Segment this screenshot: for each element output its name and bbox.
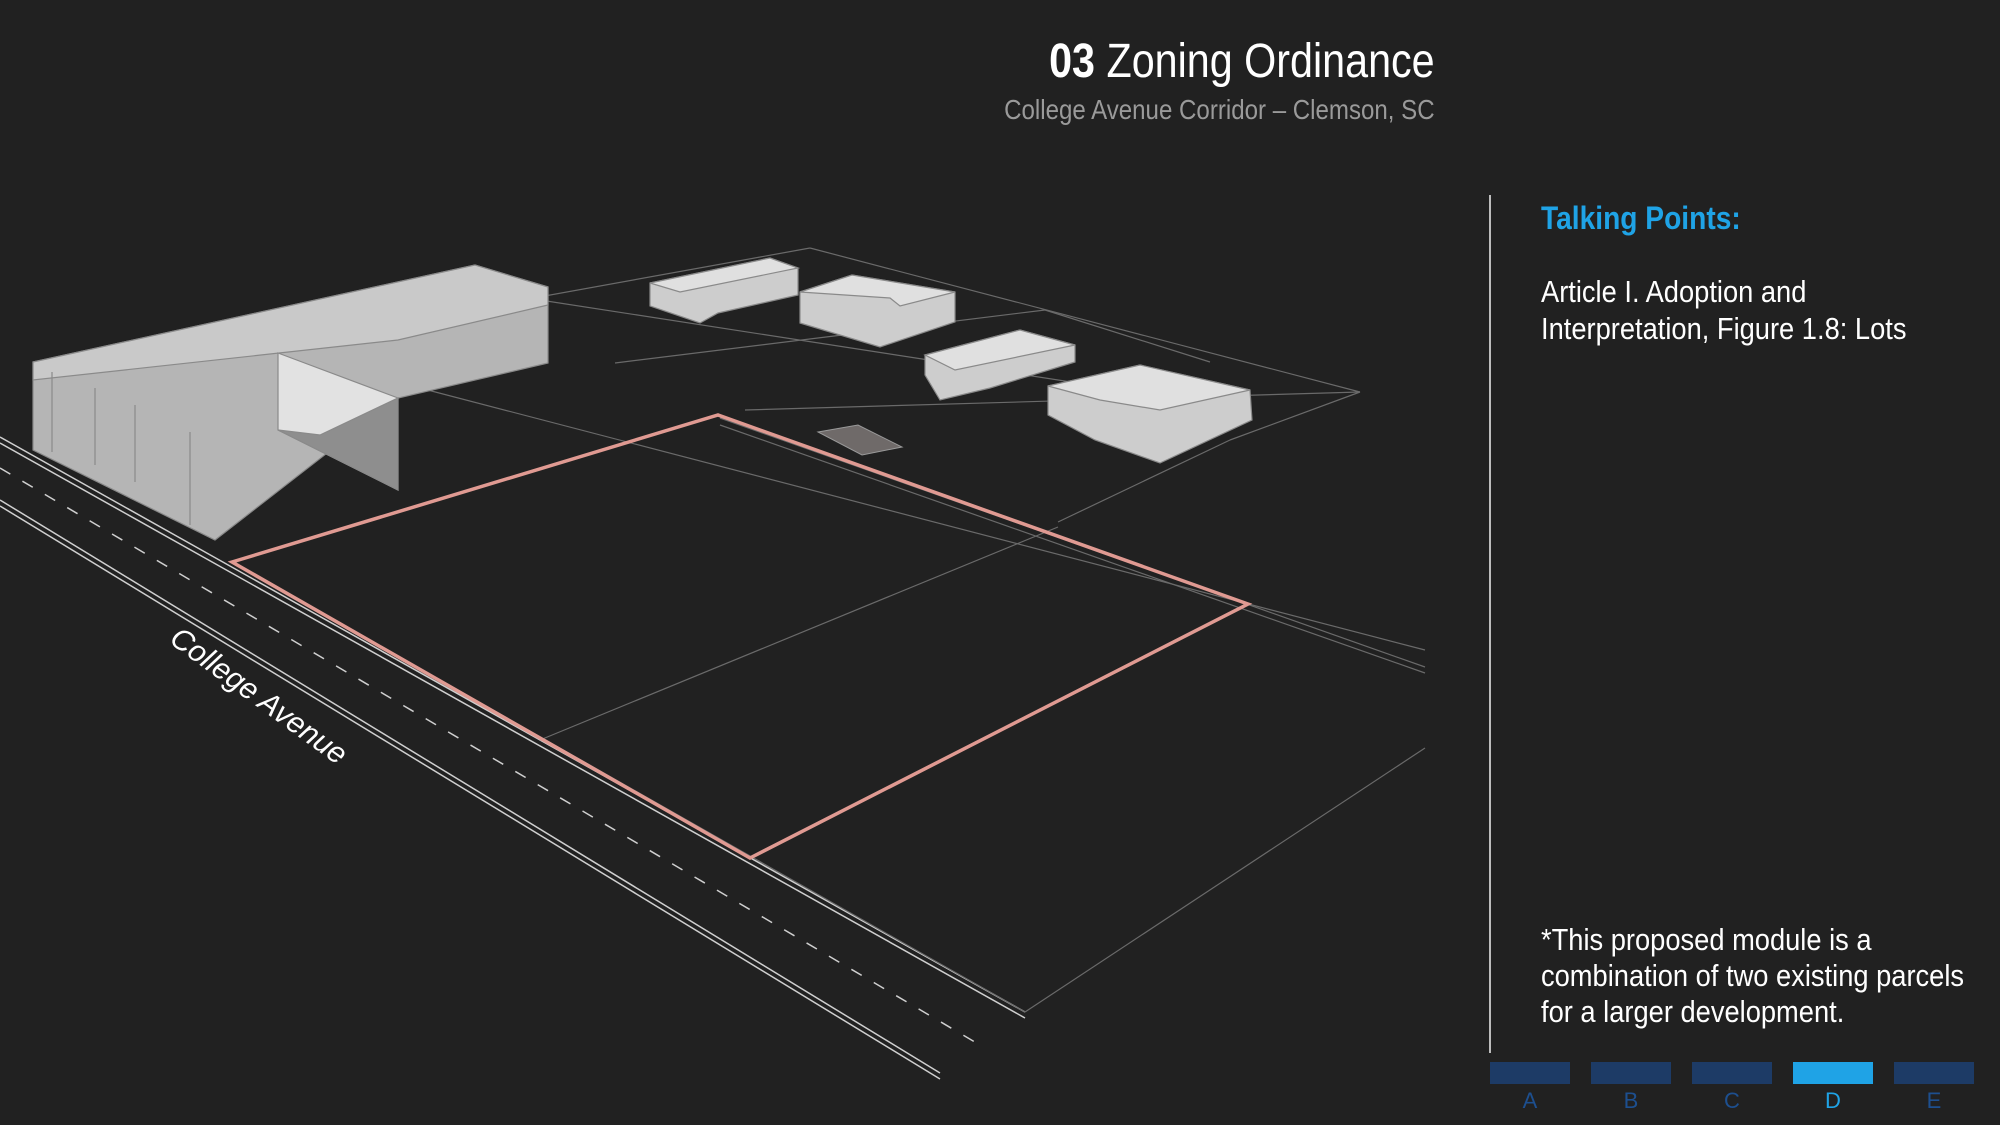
tab-a[interactable]: A xyxy=(1490,1062,1570,1118)
page-subtitle: College Avenue Corridor – Clemson, SC xyxy=(1004,94,1435,125)
talking-points-note: *This proposed module is a combination o… xyxy=(1541,922,1965,1029)
page-title: 03 Zoning Ordinance xyxy=(1004,32,1435,92)
building-cluster-4 xyxy=(1047,364,1253,464)
tab-c-bar xyxy=(1692,1062,1772,1084)
sidebar-divider xyxy=(1489,195,1491,1053)
talking-points-body: Article I. Adoption and Interpretation, … xyxy=(1541,274,1907,346)
tab-e[interactable]: E xyxy=(1894,1062,1974,1118)
tab-c[interactable]: C xyxy=(1692,1062,1772,1118)
tab-c-label: C xyxy=(1724,1088,1740,1113)
title-text: Zoning Ordinance xyxy=(1106,35,1435,88)
tab-d-bar xyxy=(1793,1062,1873,1084)
tab-d[interactable]: D xyxy=(1793,1062,1873,1118)
header: 03 Zoning Ordinance College Avenue Corri… xyxy=(934,32,1435,128)
tab-b-bar xyxy=(1591,1062,1671,1084)
talking-points-heading: Talking Points: xyxy=(1541,200,1741,236)
tab-a-label: A xyxy=(1522,1088,1538,1113)
section-number: 03 xyxy=(1049,35,1096,88)
tab-b-label: B xyxy=(1623,1088,1639,1113)
highlighted-lot xyxy=(227,413,1253,860)
lot-diagram: College Avenue xyxy=(0,247,1426,1080)
street-label: College Avenue xyxy=(164,621,353,771)
tab-d-label: D xyxy=(1825,1088,1841,1113)
building-left xyxy=(32,264,549,541)
tab-a-bar xyxy=(1490,1062,1570,1084)
tab-e-label: E xyxy=(1926,1088,1942,1113)
building-cluster-2 xyxy=(799,274,956,348)
tab-e-bar xyxy=(1894,1062,1974,1084)
tab-b[interactable]: B xyxy=(1591,1062,1671,1118)
street-lines xyxy=(0,436,1026,1080)
building-cluster-3 xyxy=(923,329,1076,401)
small-pad xyxy=(816,424,904,456)
building-cluster-1 xyxy=(649,257,801,324)
module-tabs: A B C D E xyxy=(1490,1062,2000,1122)
